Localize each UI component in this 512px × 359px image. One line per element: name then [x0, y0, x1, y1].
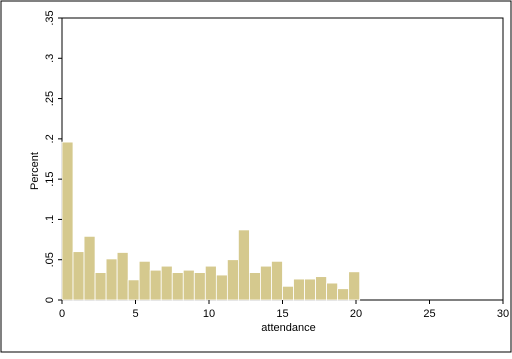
x-tick-label: 25	[423, 308, 435, 320]
y-tick-label: .15	[44, 171, 56, 186]
y-tick-label: .35	[44, 10, 56, 25]
histogram-bar	[182, 269, 195, 301]
x-tick-label: 20	[350, 308, 362, 320]
histogram-bar	[61, 141, 74, 301]
histogram-bar	[271, 260, 283, 301]
histogram-bar	[282, 285, 294, 301]
histogram-bar	[204, 265, 217, 301]
histogram-bar	[72, 251, 85, 301]
histogram-bar	[326, 282, 339, 301]
y-tick-label: .3	[44, 54, 56, 63]
histogram-bar	[226, 259, 239, 301]
x-tick-label: 0	[59, 308, 65, 320]
histogram-bar	[348, 271, 361, 301]
histogram-bar	[304, 278, 316, 301]
histogram-bar	[337, 288, 350, 301]
plot-area	[61, 17, 504, 301]
y-tick-label: .2	[44, 134, 56, 143]
histogram-bar	[149, 269, 162, 301]
histogram-bar	[315, 276, 328, 301]
histogram-bar	[127, 279, 140, 301]
histogram-bar	[116, 252, 129, 301]
histogram-bar	[260, 265, 272, 301]
histogram-bar	[249, 272, 261, 301]
x-axis-label: attendance	[261, 322, 315, 334]
x-tick-label: 15	[276, 308, 288, 320]
y-tick-label: .05	[44, 252, 56, 267]
histogram-bar	[215, 274, 228, 301]
histogram-bar	[160, 265, 173, 301]
histogram-bar	[237, 229, 250, 301]
histogram-bar	[171, 272, 184, 301]
x-tick-label: 30	[497, 308, 509, 320]
histogram-bar	[138, 260, 151, 301]
histogram-bar	[83, 235, 96, 301]
y-axis-label: Percent	[29, 152, 41, 190]
x-axis: 0 5 10 15 20 25 30	[59, 300, 509, 320]
x-tick-label: 5	[132, 308, 138, 320]
histogram-bar	[293, 278, 305, 301]
y-tick-label: 0	[44, 297, 56, 303]
histogram-bar	[105, 258, 118, 301]
y-tick-label: .25	[44, 91, 56, 106]
y-axis: 0 .05 .1 .15 .2 .25 .3 .35	[44, 10, 62, 303]
y-tick-label: .1	[44, 215, 56, 224]
x-tick-label: 10	[203, 308, 215, 320]
histogram-bar	[193, 272, 206, 301]
bars-group	[61, 141, 361, 301]
histogram-bar	[94, 272, 107, 301]
